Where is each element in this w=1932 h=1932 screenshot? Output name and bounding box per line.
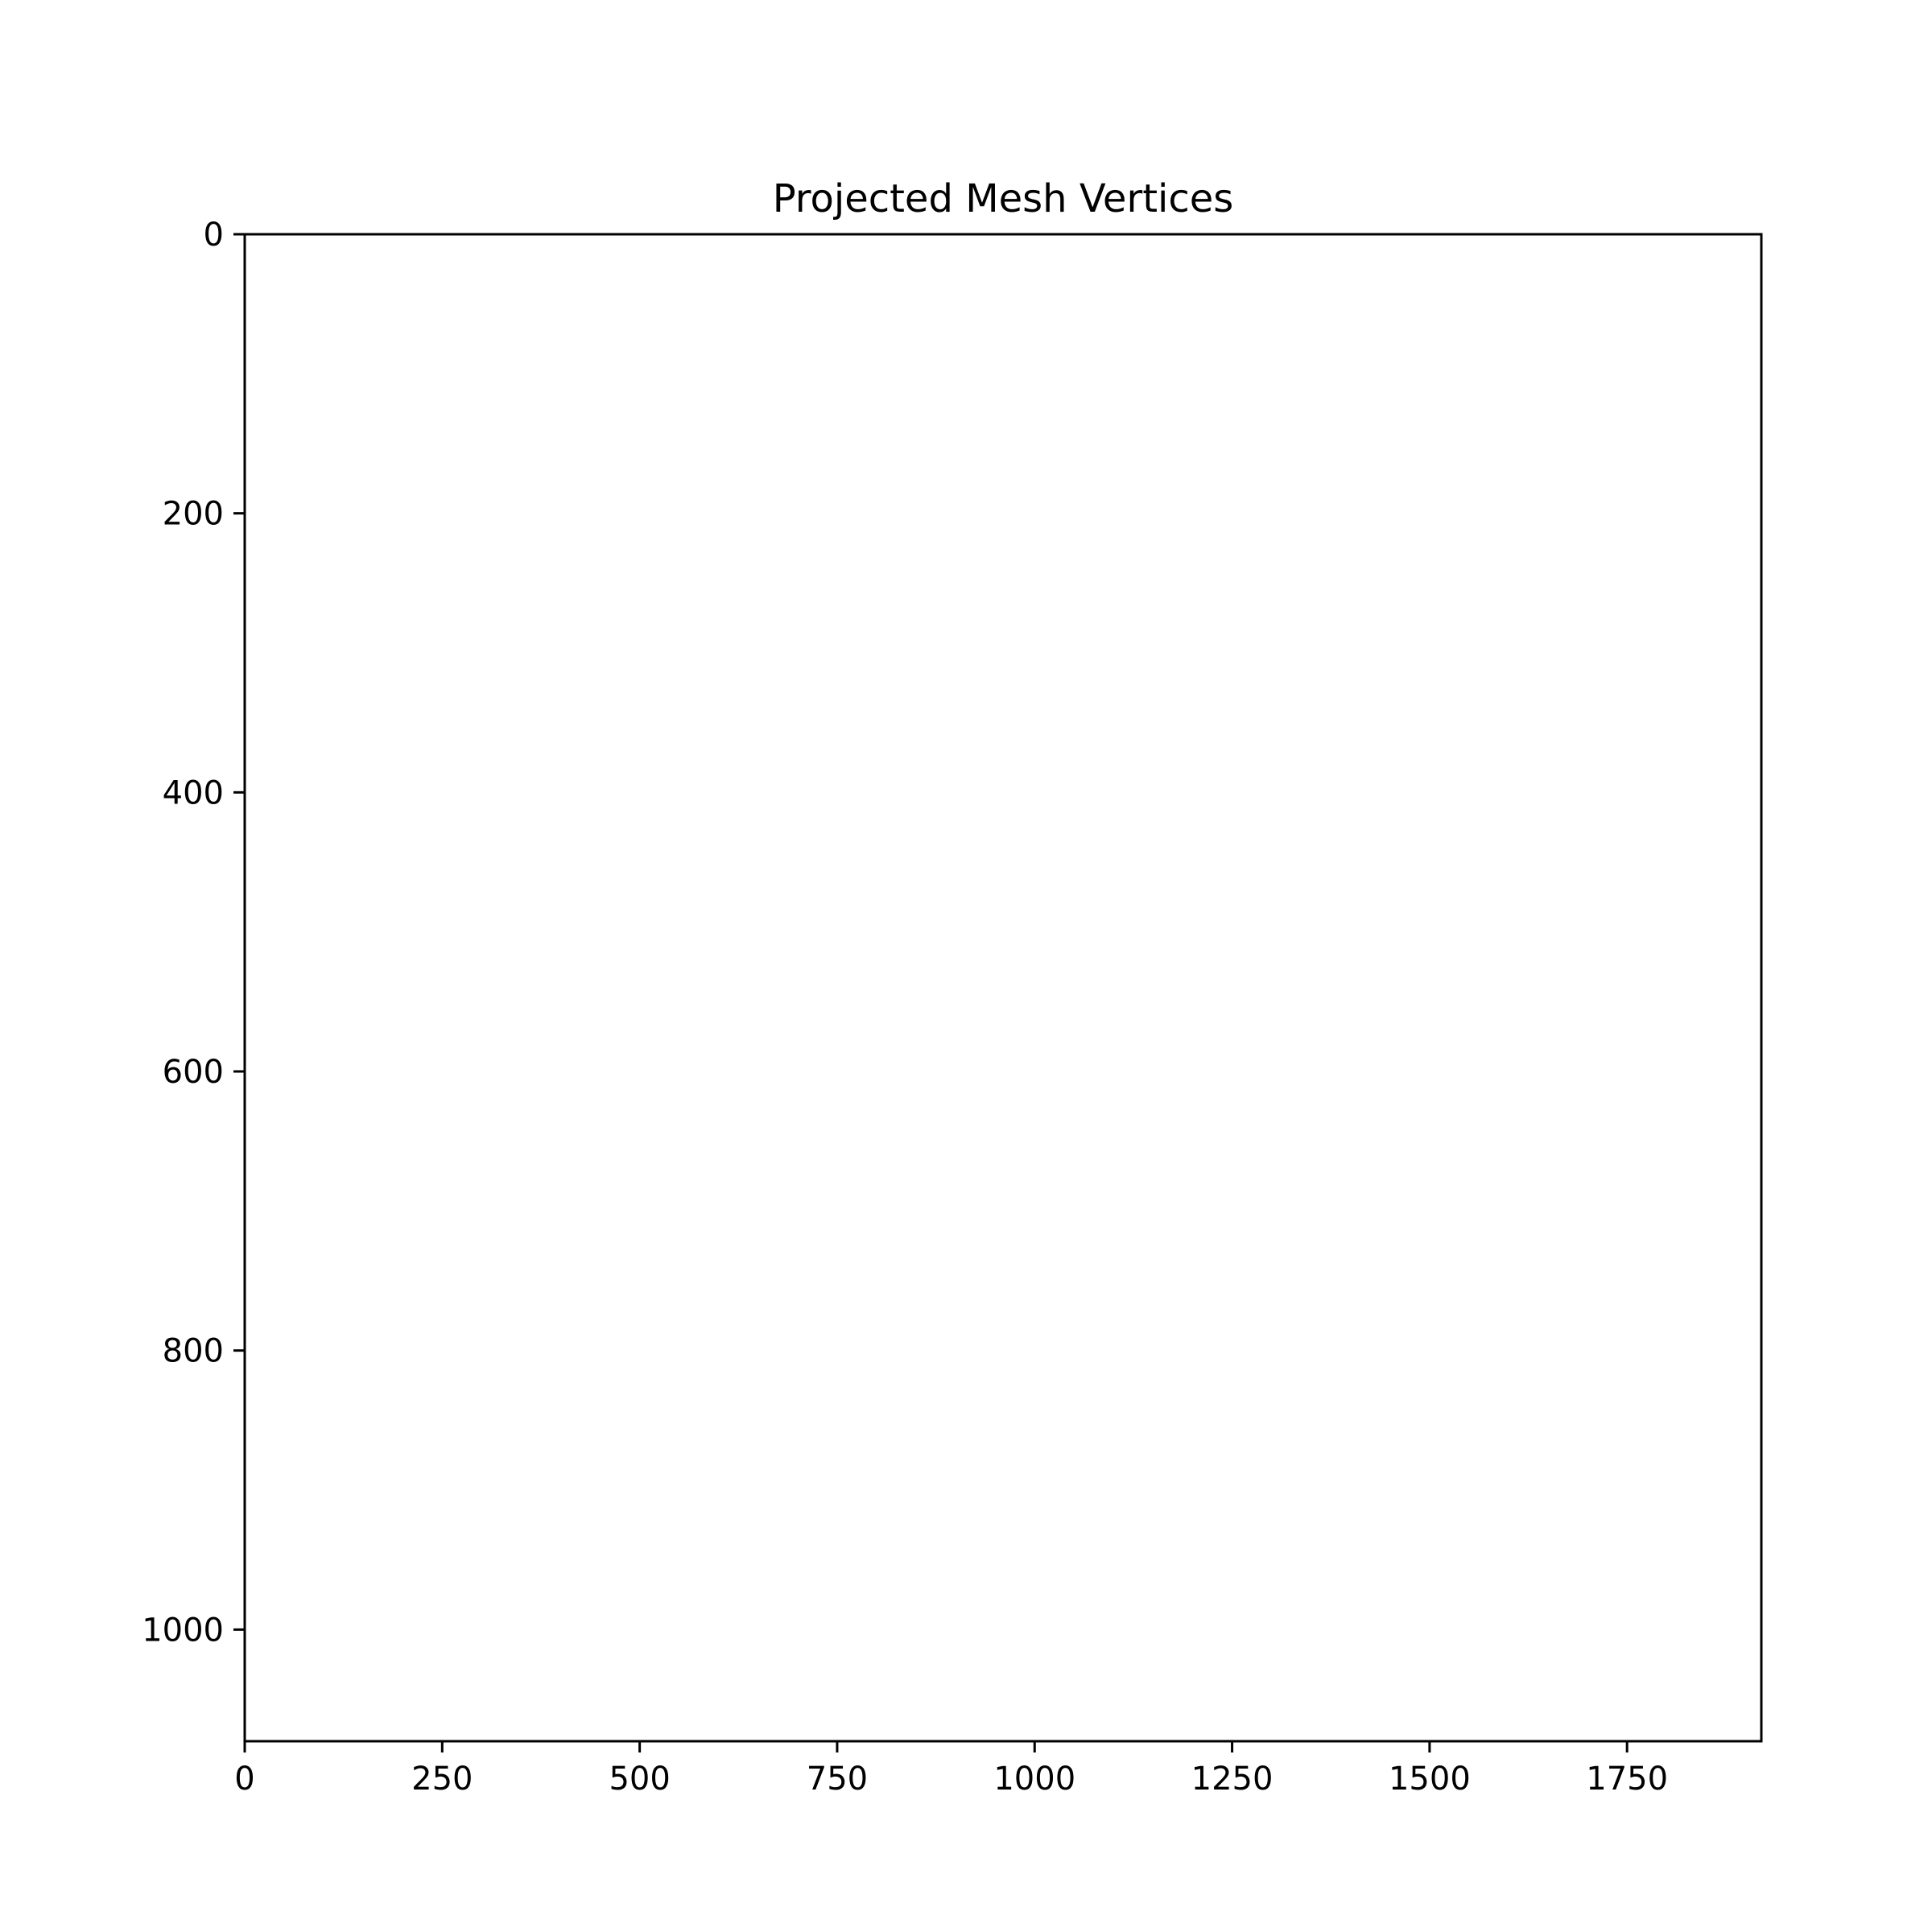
x-tick-label: 0 — [234, 1761, 254, 1798]
x-tick-label: 1500 — [1389, 1761, 1471, 1798]
x-tick-label: 250 — [411, 1761, 473, 1798]
y-tick-label: 600 — [163, 1054, 224, 1091]
y-tick-label: 800 — [163, 1333, 224, 1370]
x-tick-label: 1750 — [1586, 1761, 1668, 1798]
y-tick-label: 1000 — [142, 1612, 224, 1649]
y-tick-label: 400 — [163, 774, 224, 811]
y-axis-ticks: 0 200 400 600 800 1000 — [142, 217, 245, 1649]
chart-title: Projected Mesh Vertices — [773, 176, 1234, 221]
x-tick-label: 500 — [609, 1761, 670, 1798]
x-tick-label: 750 — [807, 1761, 868, 1798]
x-axis-ticks: 0 250 500 750 1000 1250 1500 1750 — [234, 1741, 1668, 1798]
y-tick-label: 200 — [163, 496, 224, 533]
plot-area-frame — [243, 233, 1763, 1743]
x-tick-label: 1000 — [993, 1761, 1075, 1798]
y-tick-label: 0 — [204, 217, 224, 254]
x-tick-label: 1250 — [1191, 1761, 1274, 1798]
